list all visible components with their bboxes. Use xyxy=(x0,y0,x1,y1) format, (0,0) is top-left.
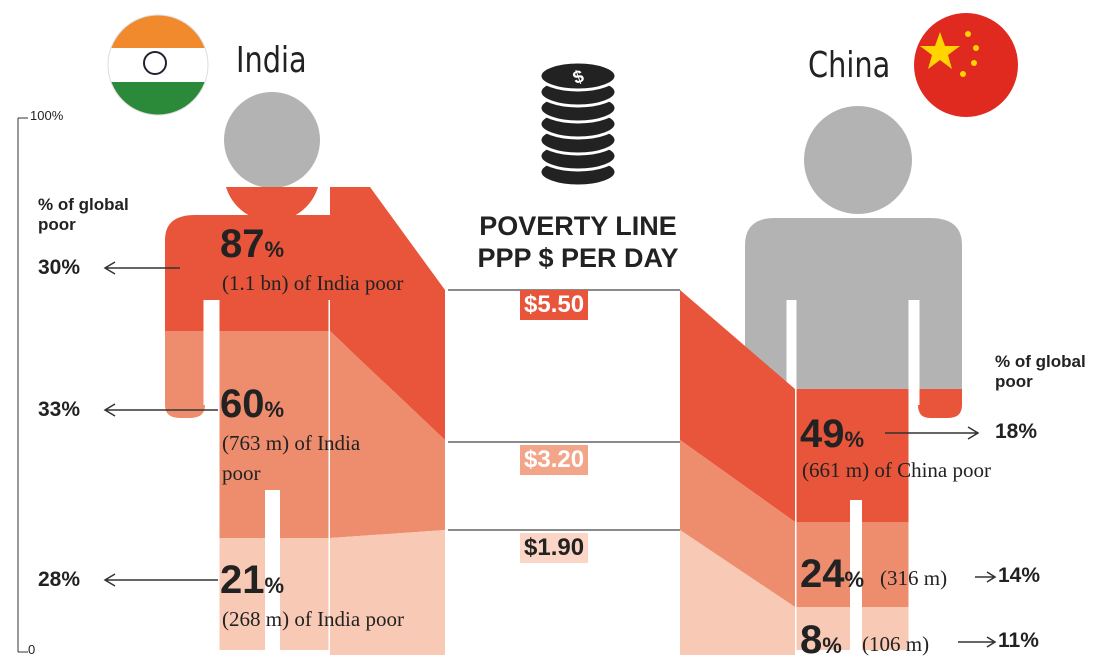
detail: (106 m) xyxy=(862,632,930,656)
detail: (1.1 bn) of India poor xyxy=(222,271,404,295)
share-unit: % xyxy=(264,237,285,262)
global-share: 11% xyxy=(998,629,1039,652)
country-name: India xyxy=(236,40,307,81)
flow-band xyxy=(680,440,795,607)
share-value: 24 xyxy=(800,552,845,596)
share-value: 49 xyxy=(800,412,845,456)
flow-band xyxy=(330,530,445,655)
global-share: 14% xyxy=(998,564,1041,587)
poverty-line-label: $3.20 xyxy=(520,445,589,475)
heading-line: POVERTY LINE xyxy=(479,211,677,241)
flow-band xyxy=(680,530,795,655)
share-value: 21 xyxy=(220,558,265,602)
detail: (763 m) of India poor xyxy=(222,431,361,485)
global-share: 18% xyxy=(995,420,1038,443)
global-share: 33% xyxy=(38,398,81,421)
share-value: 87 xyxy=(220,222,265,266)
axis-bottom-label: 0 xyxy=(28,642,36,657)
coins-icon xyxy=(538,60,618,188)
detail: (316 m) xyxy=(880,566,948,590)
india-head-fill xyxy=(226,187,318,222)
share: 60% xyxy=(220,382,284,427)
detail: (268 m) of India poor xyxy=(222,607,404,631)
share: 21% xyxy=(220,558,284,603)
share-unit: % xyxy=(264,573,285,598)
flow-band xyxy=(330,331,445,538)
global-share: 30% xyxy=(38,256,81,279)
share: 87% xyxy=(220,222,284,267)
global-label: % of global poor xyxy=(995,352,1086,391)
share-unit: % xyxy=(844,427,865,452)
global-share: 28% xyxy=(38,568,81,591)
share: 8% xyxy=(800,618,842,663)
share: 24% xyxy=(800,552,864,597)
flow-band xyxy=(680,290,795,522)
share-unit: % xyxy=(822,633,842,658)
share-unit: % xyxy=(264,397,285,422)
china-head xyxy=(804,106,912,214)
share-unit: % xyxy=(844,567,865,592)
axis-top-label: 100% xyxy=(30,108,64,123)
detail: (661 m) of China poor xyxy=(802,458,991,482)
arrows xyxy=(103,261,997,648)
flow-band xyxy=(330,187,445,440)
china-flag xyxy=(914,13,1018,117)
country-name: China xyxy=(808,45,891,86)
global-label: % of global poor xyxy=(38,195,129,234)
share-value: 60 xyxy=(220,382,265,426)
heading-line: PPP $ PER DAY xyxy=(477,243,679,273)
india-flag xyxy=(107,14,209,116)
poverty-line-label: $1.90 xyxy=(520,533,589,563)
poverty-lines xyxy=(448,289,680,531)
share: 49% xyxy=(800,412,864,457)
india-head xyxy=(224,92,320,188)
poverty-line-label: $5.50 xyxy=(520,290,589,320)
share-value: 8 xyxy=(800,618,823,662)
center-heading: POVERTY LINE PPP $ PER DAY xyxy=(453,210,703,274)
